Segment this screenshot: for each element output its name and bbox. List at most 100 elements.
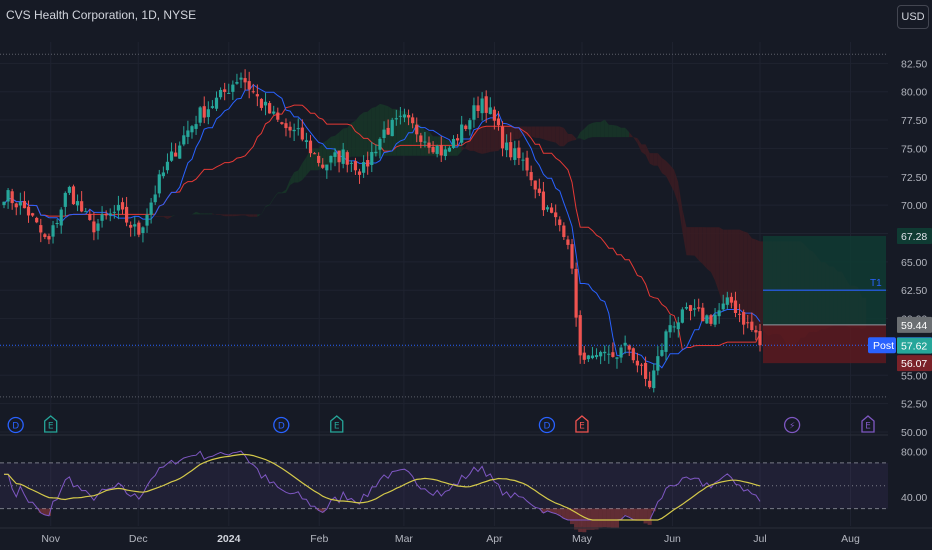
- candle[interactable]: [684, 302, 689, 310]
- candle[interactable]: [505, 134, 509, 158]
- candle[interactable]: [129, 221, 133, 237]
- candle[interactable]: [631, 347, 635, 364]
- candle[interactable]: [476, 96, 480, 118]
- candle[interactable]: [509, 132, 513, 161]
- candle[interactable]: [578, 310, 582, 364]
- candle[interactable]: [112, 205, 116, 219]
- candle[interactable]: [321, 158, 325, 170]
- candle[interactable]: [374, 144, 378, 157]
- candle[interactable]: [742, 309, 746, 335]
- candle[interactable]: [443, 145, 447, 161]
- candle[interactable]: [255, 84, 259, 107]
- candle[interactable]: [88, 209, 92, 221]
- earnings-marker-icon[interactable]: E: [44, 415, 58, 433]
- candle[interactable]: [398, 106, 402, 125]
- candle[interactable]: [157, 169, 161, 198]
- candle[interactable]: [22, 191, 27, 209]
- candle[interactable]: [411, 113, 415, 129]
- candle[interactable]: [680, 307, 684, 324]
- candle[interactable]: [263, 92, 268, 116]
- candle[interactable]: [75, 194, 80, 212]
- candle[interactable]: [758, 323, 762, 352]
- candle[interactable]: [247, 71, 251, 99]
- candle[interactable]: [460, 115, 464, 146]
- candle[interactable]: [317, 152, 321, 167]
- candle[interactable]: [472, 97, 476, 128]
- earnings-marker-icon[interactable]: E: [861, 415, 875, 433]
- candle[interactable]: [423, 131, 427, 148]
- candle[interactable]: [697, 298, 701, 312]
- dividend-marker-icon[interactable]: D: [538, 416, 556, 434]
- candle[interactable]: [345, 150, 349, 173]
- candle[interactable]: [272, 105, 276, 116]
- candle[interactable]: [545, 205, 550, 212]
- candle[interactable]: [366, 151, 370, 175]
- candle[interactable]: [623, 335, 627, 354]
- candle[interactable]: [349, 160, 353, 172]
- candle[interactable]: [386, 119, 390, 135]
- candle[interactable]: [31, 212, 35, 217]
- candle[interactable]: [190, 124, 194, 139]
- candle[interactable]: [468, 118, 472, 136]
- candle[interactable]: [500, 121, 505, 157]
- candle[interactable]: [296, 118, 300, 136]
- candle[interactable]: [210, 100, 215, 109]
- candle[interactable]: [92, 212, 96, 241]
- candle[interactable]: [492, 106, 496, 130]
- candle[interactable]: [124, 196, 129, 227]
- earnings-marker-icon[interactable]: E: [575, 415, 589, 433]
- candle[interactable]: [18, 192, 22, 215]
- candle[interactable]: [394, 109, 398, 126]
- candle[interactable]: [615, 357, 619, 369]
- candle[interactable]: [288, 121, 292, 138]
- candle[interactable]: [648, 371, 652, 389]
- candle[interactable]: [202, 96, 206, 124]
- candle[interactable]: [668, 314, 672, 338]
- candle[interactable]: [71, 184, 76, 205]
- candle[interactable]: [145, 208, 149, 233]
- candle[interactable]: [488, 97, 492, 115]
- candle[interactable]: [709, 313, 713, 327]
- candle[interactable]: [382, 121, 386, 143]
- candle[interactable]: [337, 150, 341, 173]
- candle[interactable]: [308, 135, 313, 158]
- candle[interactable]: [362, 155, 366, 178]
- candle[interactable]: [174, 143, 178, 157]
- candle[interactable]: [558, 216, 562, 232]
- rsi-pane[interactable]: [0, 434, 888, 533]
- candle[interactable]: [639, 363, 644, 376]
- candle[interactable]: [456, 134, 460, 146]
- candle[interactable]: [284, 118, 288, 137]
- candle[interactable]: [108, 208, 112, 222]
- candle[interactable]: [570, 238, 574, 275]
- candle[interactable]: [259, 98, 264, 111]
- candle[interactable]: [325, 164, 329, 179]
- candle[interactable]: [725, 291, 729, 309]
- candle[interactable]: [141, 226, 145, 243]
- candle[interactable]: [304, 132, 308, 149]
- candle[interactable]: [627, 344, 631, 356]
- candle[interactable]: [586, 354, 590, 363]
- candle[interactable]: [251, 83, 255, 94]
- candle[interactable]: [451, 135, 456, 149]
- candle[interactable]: [737, 303, 742, 323]
- candle[interactable]: [705, 314, 709, 324]
- candle[interactable]: [733, 291, 738, 318]
- candle[interactable]: [333, 148, 337, 167]
- candle[interactable]: [643, 356, 648, 387]
- candle[interactable]: [390, 117, 394, 137]
- dividend-marker-icon[interactable]: D: [7, 416, 24, 434]
- candle[interactable]: [161, 166, 165, 179]
- candle[interactable]: [574, 262, 578, 327]
- candle[interactable]: [116, 195, 121, 220]
- candle[interactable]: [137, 220, 141, 238]
- candle[interactable]: [672, 321, 676, 333]
- candle[interactable]: [496, 111, 501, 131]
- candle[interactable]: [525, 150, 529, 177]
- candle[interactable]: [96, 218, 100, 240]
- candle[interactable]: [268, 101, 272, 114]
- candle[interactable]: [549, 203, 554, 214]
- candle[interactable]: [676, 316, 680, 338]
- candle[interactable]: [717, 303, 721, 324]
- candle[interactable]: [63, 191, 67, 217]
